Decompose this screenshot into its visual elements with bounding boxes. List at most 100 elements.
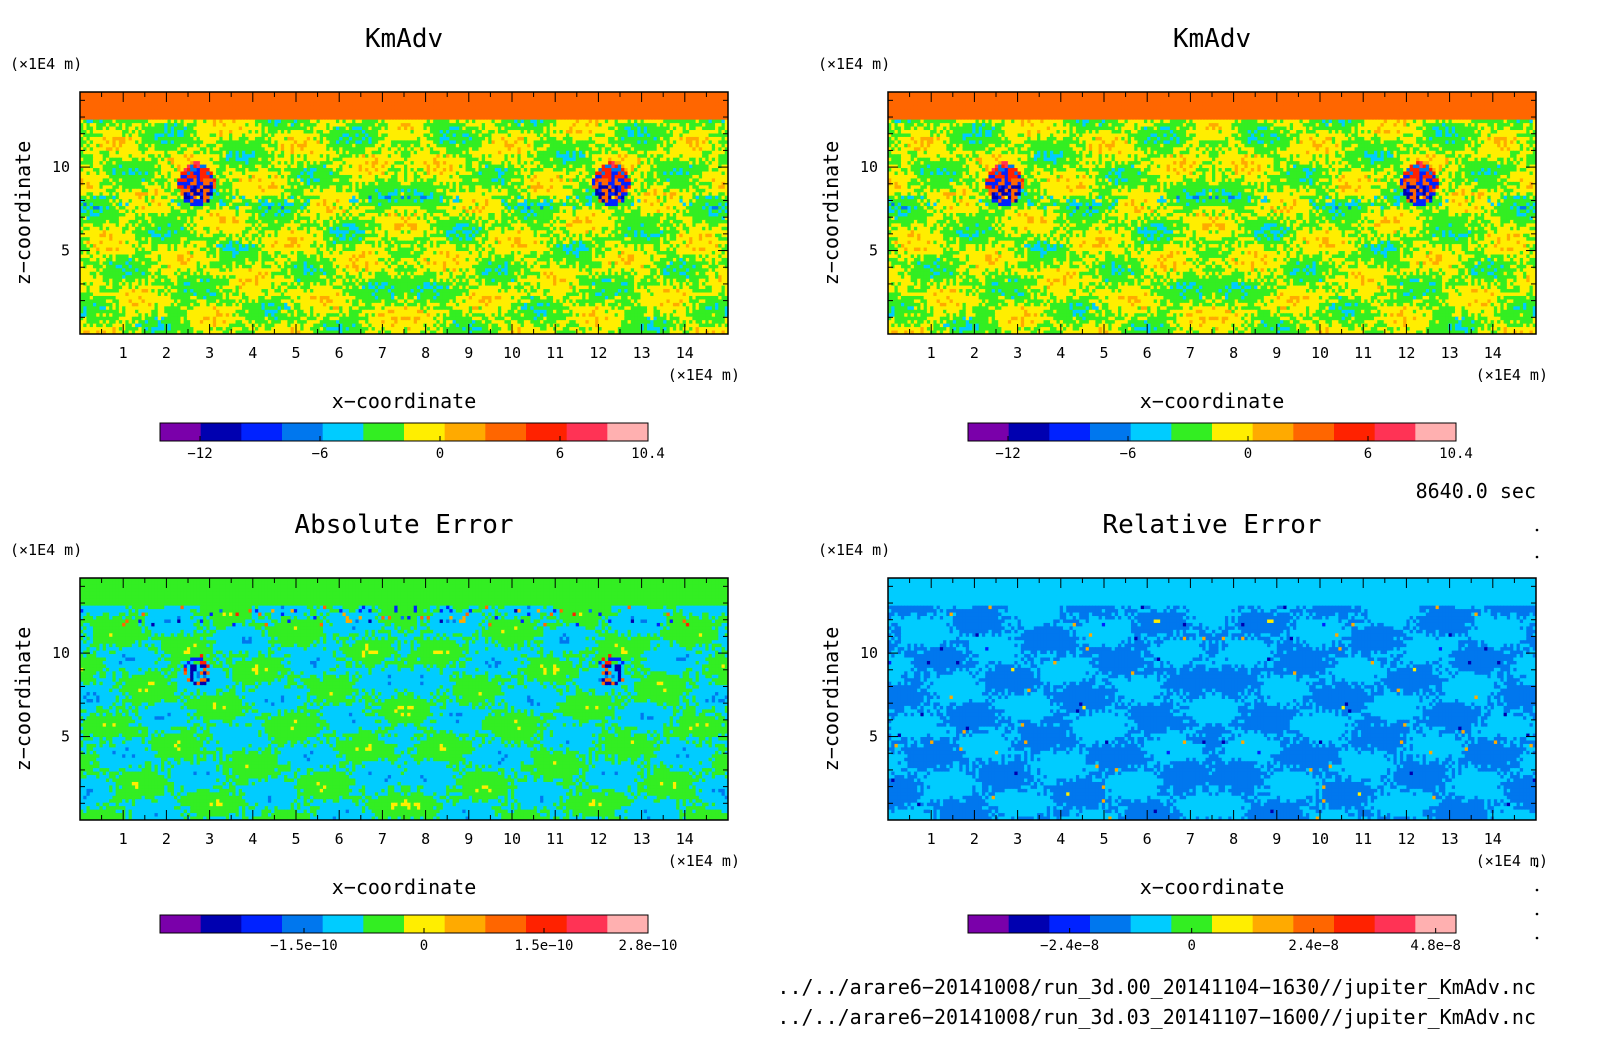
heatmap-cell: [131, 109, 136, 114]
heatmap-cell: [514, 95, 518, 100]
heatmap-cell: [614, 112, 619, 117]
heatmap-cell: [300, 112, 305, 117]
heatmap-cell: [203, 95, 207, 100]
heatmap-cell: [374, 98, 379, 103]
heatmap-cell: [540, 116, 544, 121]
heatmap-cell: [235, 92, 240, 97]
heatmap-cell: [507, 95, 512, 100]
heatmap-cell: [391, 112, 395, 117]
heatmap-cell: [329, 116, 334, 121]
heatmap-cell: [216, 98, 220, 103]
heatmap-cell: [254, 102, 259, 107]
heatmap-cell: [280, 105, 285, 110]
heatmap-cell: [112, 112, 117, 117]
heatmap-cell: [345, 116, 350, 121]
heatmap-cell: [186, 112, 191, 117]
heatmap-cell: [540, 109, 544, 114]
heatmap-cell: [80, 92, 84, 97]
heatmap-cell: [669, 92, 674, 97]
heatmap-cell: [161, 102, 165, 107]
heatmap-cell: [666, 112, 671, 117]
heatmap-cell: [173, 98, 178, 103]
heatmap-cell: [212, 95, 217, 100]
heatmap-cell: [724, 109, 728, 114]
heatmap-cell: [287, 92, 292, 97]
heatmap-cell: [151, 95, 156, 100]
heatmap-cell: [452, 109, 457, 114]
heatmap-cell: [478, 95, 483, 100]
heatmap-cell: [89, 109, 94, 114]
heatmap-cell: [235, 102, 240, 107]
heatmap-cell: [488, 112, 493, 117]
heatmap-cell: [319, 98, 324, 103]
heatmap-cell: [611, 105, 616, 110]
heatmap-cell: [536, 112, 541, 117]
heatmap-cell: [300, 109, 305, 114]
heatmap-cell: [416, 119, 421, 124]
heatmap-cell: [549, 98, 554, 103]
heatmap-cell: [692, 92, 697, 97]
heatmap-cell: [601, 109, 606, 114]
heatmap-cell: [358, 95, 363, 100]
heatmap-cell: [326, 98, 331, 103]
heatmap-cell: [682, 102, 687, 107]
heatmap-cell: [536, 92, 541, 97]
heatmap-cell: [566, 98, 570, 103]
heatmap-cell: [310, 109, 314, 114]
heatmap-cell: [643, 95, 648, 100]
heatmap-cell: [384, 92, 389, 97]
heatmap-cell: [488, 105, 493, 110]
heatmap-cell: [316, 112, 321, 117]
heatmap-cell: [624, 109, 629, 114]
heatmap-cell: [316, 92, 321, 97]
heatmap-cell: [497, 95, 502, 100]
heatmap-cell: [164, 105, 169, 110]
heatmap-cell: [549, 105, 554, 110]
heatmap-cell: [621, 98, 625, 103]
heatmap-cell: [348, 119, 353, 124]
heatmap-cell: [371, 109, 376, 114]
heatmap-cell: [572, 116, 577, 121]
heatmap-cell: [617, 116, 622, 121]
heatmap-cell: [640, 92, 645, 97]
heatmap-cell: [323, 119, 327, 124]
heatmap-cell: [514, 98, 518, 103]
heatmap-cell: [705, 98, 710, 103]
heatmap-cell: [721, 95, 726, 100]
heatmap-cell: [216, 92, 220, 97]
heatmap-cell: [164, 119, 169, 124]
heatmap-cell: [326, 95, 331, 100]
heatmap-cell: [245, 112, 250, 117]
heatmap-cell: [410, 116, 415, 121]
heatmap-cell: [653, 95, 658, 100]
heatmap-cell: [643, 116, 648, 121]
heatmap-cell: [543, 98, 548, 103]
heatmap-cell: [556, 112, 561, 117]
heatmap-cell: [549, 116, 554, 121]
heatmap-cell: [481, 92, 486, 97]
heatmap-cell: [358, 105, 363, 110]
heatmap-cell: [199, 109, 204, 114]
heatmap-cell: [627, 92, 632, 97]
heatmap-cell: [161, 92, 165, 97]
heatmap-cell: [118, 112, 123, 117]
heatmap-cell: [345, 109, 350, 114]
heatmap-cell: [102, 112, 107, 117]
heatmap-cell: [595, 105, 599, 110]
heatmap-cell: [384, 109, 389, 114]
heatmap-cell: [604, 105, 609, 110]
heatmap-cell: [394, 92, 399, 97]
heatmap-cell: [640, 95, 645, 100]
heatmap-cell: [442, 109, 447, 114]
heatmap-cell: [348, 105, 353, 110]
heatmap-cell: [488, 98, 493, 103]
heatmap-cell: [724, 116, 728, 121]
heatmap-cell: [284, 102, 288, 107]
heatmap-cell: [148, 92, 152, 97]
heatmap-cell: [672, 92, 677, 97]
heatmap-cell: [407, 98, 412, 103]
heatmap-cell: [462, 116, 467, 121]
heatmap-cell: [381, 119, 386, 124]
heatmap-cell: [394, 105, 399, 110]
